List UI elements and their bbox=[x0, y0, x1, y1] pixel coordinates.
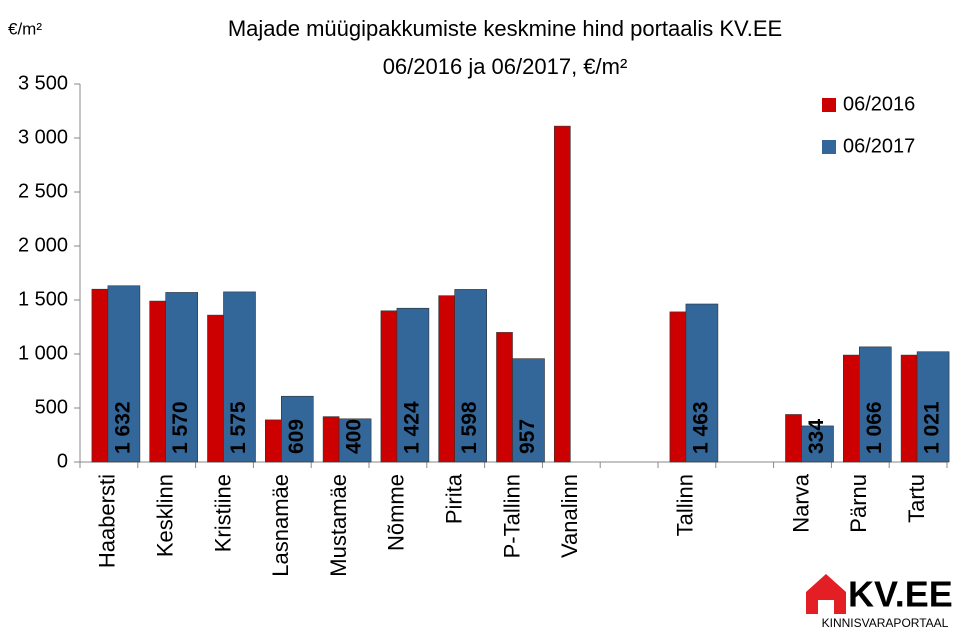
legend-label: 06/2016 bbox=[843, 93, 915, 115]
data-label: 1 632 bbox=[111, 401, 134, 454]
bar bbox=[801, 425, 834, 463]
x-tick-label: Tartu bbox=[904, 474, 929, 523]
data-label: 1 463 bbox=[689, 401, 712, 454]
bar bbox=[916, 351, 950, 463]
x-tick-label: Lasnamäe bbox=[268, 474, 293, 577]
logo-icon bbox=[806, 574, 846, 614]
x-tick-label: P-Tallinn bbox=[499, 474, 524, 558]
y-tick-label: 2 500 bbox=[18, 180, 68, 202]
data-label: 400 bbox=[343, 419, 366, 454]
y-tick-label: 2 000 bbox=[18, 234, 68, 256]
bar bbox=[496, 332, 513, 463]
data-label: 1 598 bbox=[458, 401, 481, 454]
bar bbox=[858, 346, 892, 463]
bar bbox=[338, 418, 372, 463]
bar bbox=[685, 303, 719, 463]
bar bbox=[380, 310, 398, 463]
y-tick-label: 3 000 bbox=[18, 126, 68, 148]
x-tick-label: Kristiine bbox=[210, 474, 235, 552]
chart-title: Majade müügipakkumiste keskmine hind por… bbox=[228, 16, 782, 41]
logo: KV.EE KINNISVARAPORTAAL bbox=[806, 574, 953, 630]
bar bbox=[280, 395, 314, 463]
x-tick-label: Tallinn bbox=[673, 474, 698, 536]
bar bbox=[107, 285, 141, 463]
bar bbox=[785, 414, 802, 463]
data-label: 1 424 bbox=[400, 401, 423, 454]
x-tick-label: Nõmme bbox=[384, 474, 409, 551]
bar bbox=[454, 289, 488, 463]
legend-label: 06/2017 bbox=[843, 135, 915, 157]
chart-subtitle: 06/2016 ja 06/2017, €/m² bbox=[383, 54, 628, 79]
logo-text: KV.EE bbox=[848, 574, 953, 615]
x-tick-label: Pärnu bbox=[846, 474, 871, 533]
x-tick-label: Narva bbox=[788, 473, 813, 532]
y-axis-label: €/m² bbox=[8, 19, 42, 38]
bar bbox=[842, 354, 860, 463]
x-tick-label: Haabersti bbox=[95, 474, 120, 568]
data-label: 609 bbox=[285, 419, 308, 454]
x-tick-label: Vanalinn bbox=[557, 474, 582, 558]
legend-swatch bbox=[822, 140, 836, 154]
y-tick-label: 3 500 bbox=[18, 72, 68, 94]
logo-subtitle: KINNISVARAPORTAAL bbox=[822, 616, 949, 630]
bar bbox=[669, 311, 687, 463]
y-tick-label: 0 bbox=[57, 450, 68, 472]
data-label: 1 575 bbox=[227, 401, 250, 454]
y-tick-label: 500 bbox=[35, 396, 68, 418]
bar bbox=[149, 300, 166, 463]
bar bbox=[900, 354, 918, 463]
bar bbox=[223, 291, 256, 463]
x-tick-label: Mustamäe bbox=[326, 474, 351, 577]
bar bbox=[207, 314, 224, 463]
y-tick-label: 1 000 bbox=[18, 342, 68, 364]
bar bbox=[396, 307, 430, 463]
y-tick-label: 1 500 bbox=[18, 288, 68, 310]
data-label: 1 021 bbox=[921, 401, 944, 454]
bar bbox=[512, 358, 545, 463]
bar bbox=[438, 295, 456, 463]
data-label: 1 066 bbox=[863, 401, 886, 454]
bar bbox=[322, 416, 340, 463]
bar bbox=[264, 419, 282, 463]
x-tick-label: Pirita bbox=[442, 473, 467, 524]
x-tick-label: Kesklinn bbox=[153, 474, 178, 557]
data-label: 334 bbox=[805, 419, 828, 454]
bar bbox=[91, 288, 109, 463]
legend-swatch bbox=[822, 98, 836, 112]
bar bbox=[165, 292, 198, 463]
bar bbox=[553, 125, 571, 463]
data-label: 1 570 bbox=[169, 401, 192, 454]
data-label: 957 bbox=[516, 419, 539, 454]
